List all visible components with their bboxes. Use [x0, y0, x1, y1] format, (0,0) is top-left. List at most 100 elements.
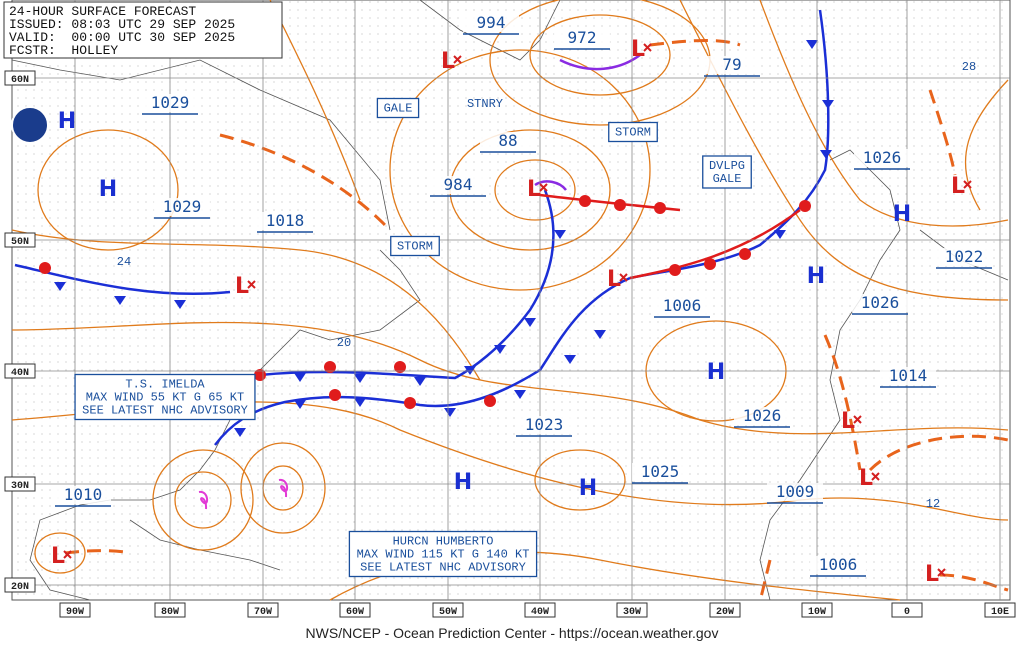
low-x [619, 273, 628, 282]
lon-label: 50W [439, 607, 457, 618]
pressure-label-bg [734, 407, 790, 425]
header-line: ISSUED: 08:03 UTC 29 SEP 2025 [9, 17, 235, 32]
tropical-symbol [198, 490, 209, 510]
pressure-label-bg [516, 416, 572, 434]
warning-text: STORM [397, 240, 433, 254]
footer: NWS/NCEP - Ocean Prediction Center - htt… [306, 625, 719, 641]
front-semicircle [669, 264, 681, 276]
warning-box [702, 155, 752, 189]
lat-label-box [4, 70, 36, 86]
lon-label-box [247, 602, 279, 618]
pressure-label-bg [430, 176, 486, 194]
lon-label-box [432, 602, 464, 618]
front-semicircle [799, 200, 811, 212]
low-center: L [235, 274, 249, 299]
pressure-label-bg [142, 94, 198, 112]
pressure-label: 984 [444, 175, 473, 194]
front-semicircle [394, 361, 406, 373]
warning-box [608, 121, 658, 143]
front-triangle [806, 40, 818, 49]
pressure-label-bg [852, 294, 908, 312]
lon-label: 90W [66, 607, 84, 618]
lon-label-box [524, 602, 556, 618]
pressure-label: 1029 [151, 93, 190, 112]
warning-box [74, 373, 256, 421]
pressure-label-bg [632, 463, 688, 481]
lon-label: 20W [716, 607, 734, 618]
pressure-label-bg [463, 14, 519, 32]
lon-label-box [616, 602, 648, 618]
front-semicircle [654, 202, 666, 214]
lat-label: 30N [11, 481, 29, 492]
warning-text: GALE [384, 102, 413, 116]
lon-label: 40W [531, 607, 549, 618]
pressure-label-bg [854, 149, 910, 167]
pressure-label: 1026 [743, 406, 782, 425]
cold-front [214, 276, 631, 446]
low-center: L [631, 37, 645, 62]
front-semicircle [739, 248, 751, 260]
isobar-label: 24 [117, 255, 131, 269]
low-center: L [441, 49, 455, 74]
pressure-label-bg [880, 367, 936, 385]
isobar-label: 28 [962, 60, 976, 74]
low-x [247, 280, 256, 289]
pressure-label: 79 [722, 55, 741, 74]
tropical-symbol [278, 478, 289, 498]
low-center: L [841, 409, 855, 434]
pressure-label: 1010 [64, 485, 103, 504]
front-semicircle [324, 361, 336, 373]
lat-label-box [4, 232, 36, 248]
warning-text: STORM [615, 126, 651, 140]
pressure-label: 1018 [266, 211, 305, 230]
low-x [539, 183, 548, 192]
warning-text: MAX WIND 115 KT G 140 KT [357, 548, 530, 562]
logo [11, 106, 49, 144]
header-box [3, 1, 283, 59]
pressure-label: 1025 [641, 462, 680, 481]
low-center: L [607, 267, 621, 292]
pressure-label: 1029 [163, 197, 202, 216]
lon-label-box [984, 602, 1016, 618]
lat-label-box [4, 476, 36, 492]
lon-label: 30W [623, 607, 641, 618]
low-x [871, 472, 880, 481]
isobar-label: 12 [926, 497, 940, 511]
cold-front [14, 263, 231, 296]
high-center: H [707, 360, 725, 385]
lon-label-box [709, 602, 741, 618]
pressure-label: 972 [568, 28, 597, 47]
front-triangle [234, 428, 246, 437]
fronts [14, 9, 834, 446]
warning-box [348, 530, 538, 578]
low-center: L [859, 466, 873, 491]
warning-text: MAX WIND 55 KT G 65 KT [86, 391, 244, 405]
front-semicircle [579, 195, 591, 207]
pressure-label-bg [154, 198, 210, 216]
lon-label-box [891, 602, 923, 618]
front-semicircle [484, 395, 496, 407]
front-semicircle [704, 258, 716, 270]
warm-front [629, 208, 801, 280]
lat-label: 40N [11, 368, 29, 379]
front-triangle [464, 366, 476, 375]
low-center: L [951, 174, 965, 199]
pressure-label: 1006 [819, 555, 858, 574]
low-x [853, 415, 862, 424]
high-center: H [454, 470, 472, 495]
pressure-label: 1026 [861, 293, 900, 312]
lon-label-box [339, 602, 371, 618]
low-x [937, 568, 946, 577]
warning-text: GALE [713, 172, 742, 186]
pressure-label-bg [480, 132, 536, 150]
front-semicircle [404, 397, 416, 409]
lat-label: 60N [11, 75, 29, 86]
isobar-label: 20 [337, 336, 351, 350]
lon-label: 10W [808, 607, 826, 618]
warning-text: SEE LATEST NHC ADVISORY [360, 561, 526, 575]
lon-label-box [154, 602, 186, 618]
front-triangle [444, 408, 456, 417]
pressure-label: 1022 [945, 247, 984, 266]
warning-text: SEE LATEST NHC ADVISORY [82, 404, 248, 418]
lat-label-box [4, 363, 36, 379]
